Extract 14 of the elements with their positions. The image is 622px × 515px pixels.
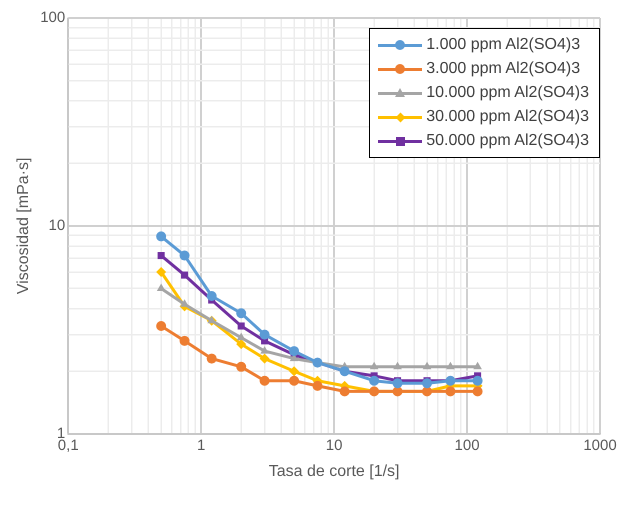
legend-label: 1.000 ppm Al2(SO4)3 bbox=[426, 36, 580, 54]
y-tick-label: 100 bbox=[40, 9, 66, 26]
legend-label: 3.000 ppm Al2(SO4)3 bbox=[426, 60, 580, 78]
x-tick-label: 1 bbox=[197, 436, 206, 454]
legend-label: 50.000 ppm Al2(SO4)3 bbox=[426, 132, 589, 150]
legend-label: 30.000 ppm Al2(SO4)3 bbox=[426, 108, 589, 126]
y-tick-label: 10 bbox=[48, 217, 66, 234]
x-tick-label: 1000 bbox=[583, 436, 617, 454]
x-tick-label: 10 bbox=[326, 436, 342, 454]
y-axis-title: Viscosidad [mPa·s] bbox=[15, 158, 32, 294]
x-axis-title: Tasa de corte [1/s] bbox=[268, 462, 400, 480]
x-tick-label: 100 bbox=[454, 436, 480, 454]
x-tick-label: 0,1 bbox=[58, 436, 79, 454]
legend-label: 10.000 ppm Al2(SO4)3 bbox=[426, 84, 589, 102]
